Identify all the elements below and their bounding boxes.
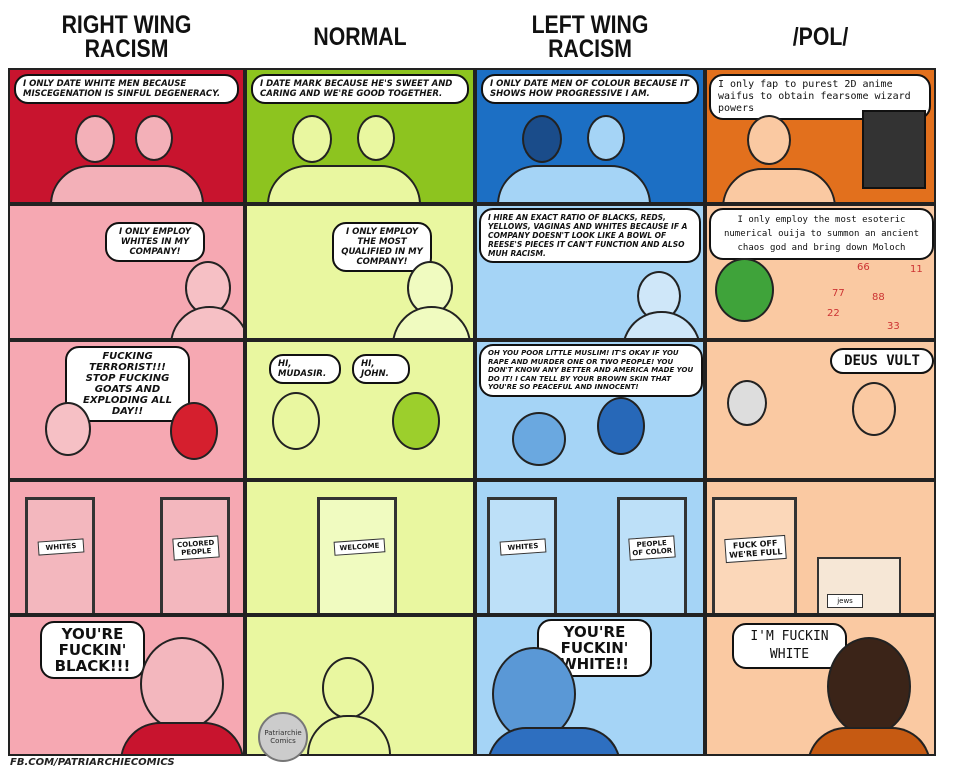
panel-hiring-right: I ONLY EMPLOY WHITES IN MY COMPANY! bbox=[8, 204, 245, 340]
muslim-figure bbox=[852, 382, 896, 436]
panel-reveal-pol: I'M FUCKIN WHITE bbox=[705, 615, 936, 756]
man-body bbox=[807, 727, 931, 754]
number-label: 88 bbox=[872, 292, 885, 303]
man-body bbox=[722, 168, 836, 202]
speech-bubble: I ONLY DATE MEN OF COLOUR BECAUSE IT SHO… bbox=[481, 74, 699, 104]
speech-bubble: I'M FUCKIN WHITE bbox=[732, 623, 847, 669]
panel-dating-left: I ONLY DATE MEN OF COLOUR BECAUSE IT SHO… bbox=[475, 68, 705, 204]
panel-dating-right: I ONLY DATE WHITE MEN BECAUSE MISCEGENAT… bbox=[8, 68, 245, 204]
speech-bubble: HI, JOHN. bbox=[352, 354, 410, 384]
speech-bubble: I ONLY EMPLOY WHITES IN MY COMPANY! bbox=[105, 222, 205, 262]
panel-dating-normal: I DATE MARK BECAUSE HE'S SWEET AND CARIN… bbox=[245, 68, 475, 204]
panel-muslim-right: FUCKING TERRORIST!!! STOP FUCKING GOATS … bbox=[8, 340, 245, 480]
man-figure bbox=[292, 115, 332, 163]
door bbox=[25, 497, 95, 613]
muslim-figure bbox=[170, 402, 218, 460]
speech-bubble: I only fap to purest 2D anime waifus to … bbox=[709, 74, 931, 120]
woman-figure bbox=[492, 647, 576, 741]
muslim-figure bbox=[392, 392, 440, 450]
boss-figure bbox=[185, 261, 231, 315]
header-pol: /POL/ bbox=[792, 23, 849, 51]
number-label: 22 bbox=[827, 308, 840, 319]
number-label: 77 bbox=[832, 288, 845, 299]
speech-bubble: OH YOU POOR LITTLE MUSLIM! IT'S OKAY IF … bbox=[479, 344, 703, 397]
footer-credit: FB.COM/PATRIARCHIECOMICS bbox=[10, 757, 175, 768]
couple-bodies bbox=[267, 165, 421, 202]
woman-figure bbox=[587, 115, 625, 161]
number-label: 66 bbox=[857, 262, 870, 273]
couple-bodies bbox=[497, 165, 651, 202]
door bbox=[317, 497, 397, 613]
comic-grid: RIGHT WING RACISM NORMAL LEFT WING RACIS… bbox=[8, 6, 936, 756]
header-left-wing: LEFT WING RACISM bbox=[531, 11, 649, 63]
bald-man-figure bbox=[140, 637, 224, 731]
comic-logo: Patriarchie Comics bbox=[258, 712, 308, 762]
man-figure bbox=[747, 115, 791, 165]
woman-figure bbox=[135, 115, 173, 161]
panel-muslim-left: OH YOU POOR LITTLE MUSLIM! IT'S OKAY IF … bbox=[475, 340, 705, 480]
couple-bodies bbox=[50, 165, 204, 202]
speech-bubble: I ONLY DATE WHITE MEN BECAUSE MISCEGENAT… bbox=[14, 74, 239, 104]
panel-hiring-normal: I ONLY EMPLOY THE MOST QUALIFIED IN MY C… bbox=[245, 204, 475, 340]
door-sign: COLORED PEOPLE bbox=[172, 535, 220, 561]
woman-figure bbox=[512, 412, 566, 466]
speech-bubble: I ONLY EMPLOY THE MOST QUALIFIED IN MY C… bbox=[332, 222, 432, 272]
header-right-wing: RIGHT WING RACISM bbox=[61, 11, 192, 63]
man-figure bbox=[522, 115, 562, 163]
boss-figure bbox=[407, 261, 453, 315]
speech-bubble: YOU'RE FUCKIN' BLACK!!! bbox=[40, 621, 145, 679]
man-figure bbox=[272, 392, 320, 450]
number-label: 33 bbox=[887, 321, 900, 332]
panel-dating-pol: I only fap to purest 2D anime waifus to … bbox=[705, 68, 936, 204]
panel-doors-right: WHITES COLORED PEOPLE bbox=[8, 480, 245, 615]
man-body bbox=[120, 722, 243, 754]
man-body bbox=[307, 715, 391, 754]
man-figure bbox=[322, 657, 374, 719]
door-sign: FUCK OFF WE'RE FULL bbox=[724, 534, 787, 564]
number-label: 11 bbox=[910, 264, 923, 275]
boss-body bbox=[622, 311, 701, 338]
man-figure bbox=[45, 402, 91, 456]
door bbox=[487, 497, 557, 613]
boss-body bbox=[392, 306, 471, 338]
speech-bubble: FUCKING TERRORIST!!! STOP FUCKING GOATS … bbox=[65, 346, 190, 422]
panel-hiring-left: I HIRE AN EXACT RATIO OF BLACKS, REDS, Y… bbox=[475, 204, 705, 340]
panel-muslim-normal: HI, MUDASIR. HI, JOHN. bbox=[245, 340, 475, 480]
woman-body bbox=[487, 727, 621, 754]
panel-muslim-pol: DEUS VULT bbox=[705, 340, 936, 480]
crusader-knight-figure bbox=[727, 380, 767, 426]
black-man-figure bbox=[827, 637, 911, 736]
panel-doors-normal: WELCOME bbox=[245, 480, 475, 615]
woman-figure bbox=[357, 115, 395, 161]
speech-bubble: I only employ the most esoteric numerica… bbox=[709, 208, 934, 260]
speech-bubble: I DATE MARK BECAUSE HE'S SWEET AND CARIN… bbox=[251, 74, 469, 104]
panel-hiring-pol: I only employ the most esoteric numerica… bbox=[705, 204, 936, 340]
oven-label: jews bbox=[827, 594, 863, 608]
panel-reveal-right: YOU'RE FUCKIN' BLACK!!! bbox=[8, 615, 245, 756]
panel-doors-pol: FUCK OFF WE'RE FULL jews bbox=[705, 480, 936, 615]
pepe-frog-figure bbox=[715, 258, 774, 322]
boss-body bbox=[170, 306, 243, 338]
man-figure bbox=[75, 115, 115, 163]
panel-reveal-left: YOU'RE FUCKIN' WHITE!! bbox=[475, 615, 705, 756]
header-normal: NORMAL bbox=[313, 23, 407, 51]
computer-monitor bbox=[862, 110, 926, 189]
door-sign: PEOPLE OF COLOR bbox=[628, 535, 676, 561]
speech-bubble: I HIRE AN EXACT RATIO OF BLACKS, REDS, Y… bbox=[479, 208, 701, 263]
speech-bubble: DEUS VULT bbox=[830, 348, 934, 374]
speech-bubble: HI, MUDASIR. bbox=[269, 354, 341, 384]
panel-doors-left: WHITES PEOPLE OF COLOR bbox=[475, 480, 705, 615]
muslim-figure bbox=[597, 397, 645, 455]
